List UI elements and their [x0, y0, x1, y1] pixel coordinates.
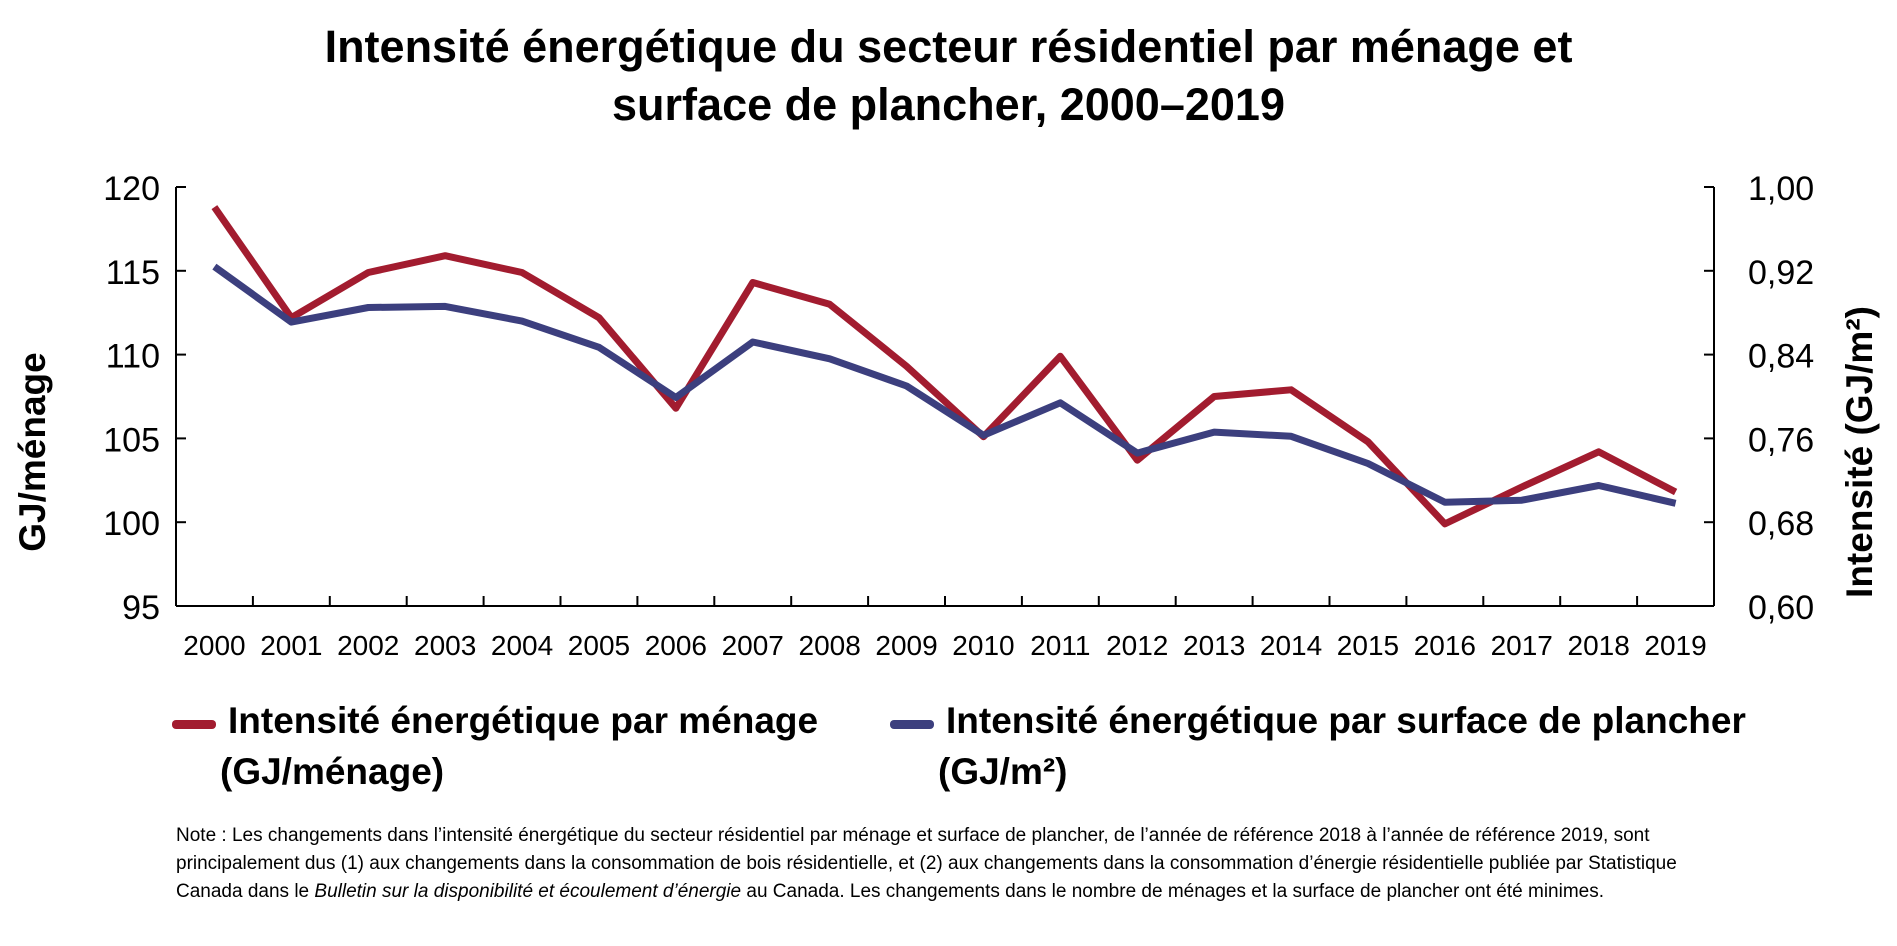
- y-right-tick-label: 0,68: [1748, 505, 1814, 543]
- x-tick-label: 2000: [183, 630, 245, 661]
- x-tick-label: 2005: [568, 630, 630, 661]
- chart-title: Intensité énergétique du secteur résiden…: [324, 21, 1573, 130]
- legend-label-surface-line2: (GJ/m²): [938, 751, 1068, 792]
- series-line-surface: [212, 263, 1677, 507]
- x-tick-label: 2002: [337, 630, 399, 661]
- y-right-tick-label: 0,76: [1748, 421, 1814, 459]
- footnote-publication-title: Bulletin sur la disponibilité et écoulem…: [314, 881, 742, 902]
- y-axis-right-label: Intensité (GJ/m²): [1839, 306, 1880, 598]
- y-right-tick-label: 0,60: [1748, 589, 1814, 627]
- x-tick-label: 2008: [799, 630, 861, 661]
- y-left-tick-label: 110: [106, 338, 160, 376]
- x-tick-label: 2003: [414, 630, 476, 661]
- legend-label-menage-line1: Intensité énergétique par ménage: [228, 700, 819, 741]
- y-right-tick-label: 1,00: [1748, 170, 1814, 208]
- footnote-text: Note : Les changements dans l’intensité …: [176, 825, 1677, 902]
- axes: [175, 186, 1715, 607]
- y-left-tick-label: 105: [103, 421, 160, 459]
- legend-swatch-menage: [172, 720, 216, 729]
- legend-label-menage-line2: (GJ/ménage): [220, 751, 445, 792]
- x-tick-label: 2014: [1260, 630, 1322, 661]
- legend-item-surface: Intensité énergétique par surface de pla…: [890, 695, 1746, 797]
- tick-labels: 95 100 105 110 115 120 0,60 0,68 0,76 0,84 0,92 1,0…: [103, 170, 1814, 661]
- y-axis-left-label: GJ/ménage: [12, 352, 53, 551]
- y-left-tick-label: 120: [103, 170, 160, 208]
- y-left-tick-label: 100: [103, 505, 160, 543]
- x-tick-label: 2015: [1337, 630, 1399, 661]
- legend-label-surface-line1: Intensité énergétique par surface de pla…: [946, 700, 1746, 741]
- footnote-text-end: au Canada. Les changements dans le nombr…: [741, 881, 1605, 902]
- x-tick-label: 2001: [260, 630, 322, 661]
- legend-item-menage: Intensité énergétique par ménage (GJ/mén…: [172, 695, 819, 797]
- x-tick-label: 2011: [1030, 630, 1090, 661]
- x-tick-label: 2019: [1644, 630, 1706, 661]
- series-lines: [211, 205, 1678, 528]
- series-line-menage: [211, 205, 1678, 528]
- x-tick-label: 2016: [1414, 630, 1476, 661]
- footnote: Note : Les changements dans l’intensité …: [176, 822, 1716, 906]
- x-tick-label: 2012: [1106, 630, 1168, 661]
- x-tick-label: 2017: [1491, 630, 1553, 661]
- y-left-tick-label: 115: [106, 254, 160, 292]
- x-tick-label: 2009: [875, 630, 937, 661]
- y-right-tick-label: 0,92: [1748, 254, 1814, 292]
- x-tick-label: 2018: [1568, 630, 1630, 661]
- x-tick-label: 2013: [1183, 630, 1245, 661]
- x-tick-label: 2004: [491, 630, 553, 661]
- y-right-tick-label: 0,84: [1748, 338, 1814, 376]
- y-left-tick-label: 95: [122, 589, 160, 627]
- x-tick-label: 2007: [722, 630, 784, 661]
- legend-swatch-surface: [890, 720, 934, 729]
- x-tick-label: 2006: [645, 630, 707, 661]
- x-tick-label: 2010: [952, 630, 1014, 661]
